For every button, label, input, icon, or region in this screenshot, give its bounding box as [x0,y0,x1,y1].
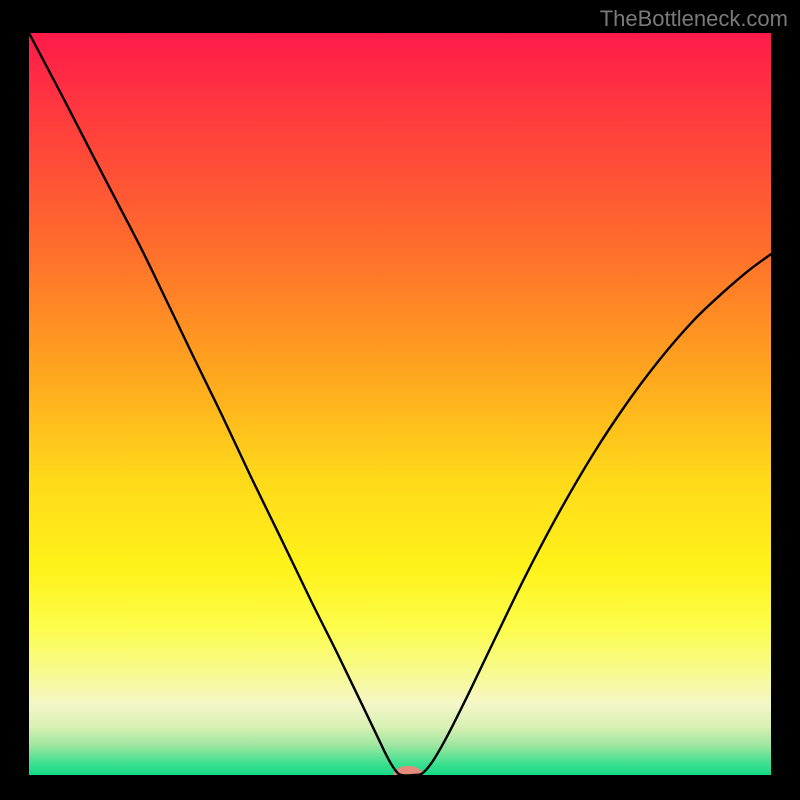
chart-background-gradient [29,33,771,775]
watermark-text: TheBottleneck.com [600,6,788,32]
bottleneck-chart [0,0,800,800]
